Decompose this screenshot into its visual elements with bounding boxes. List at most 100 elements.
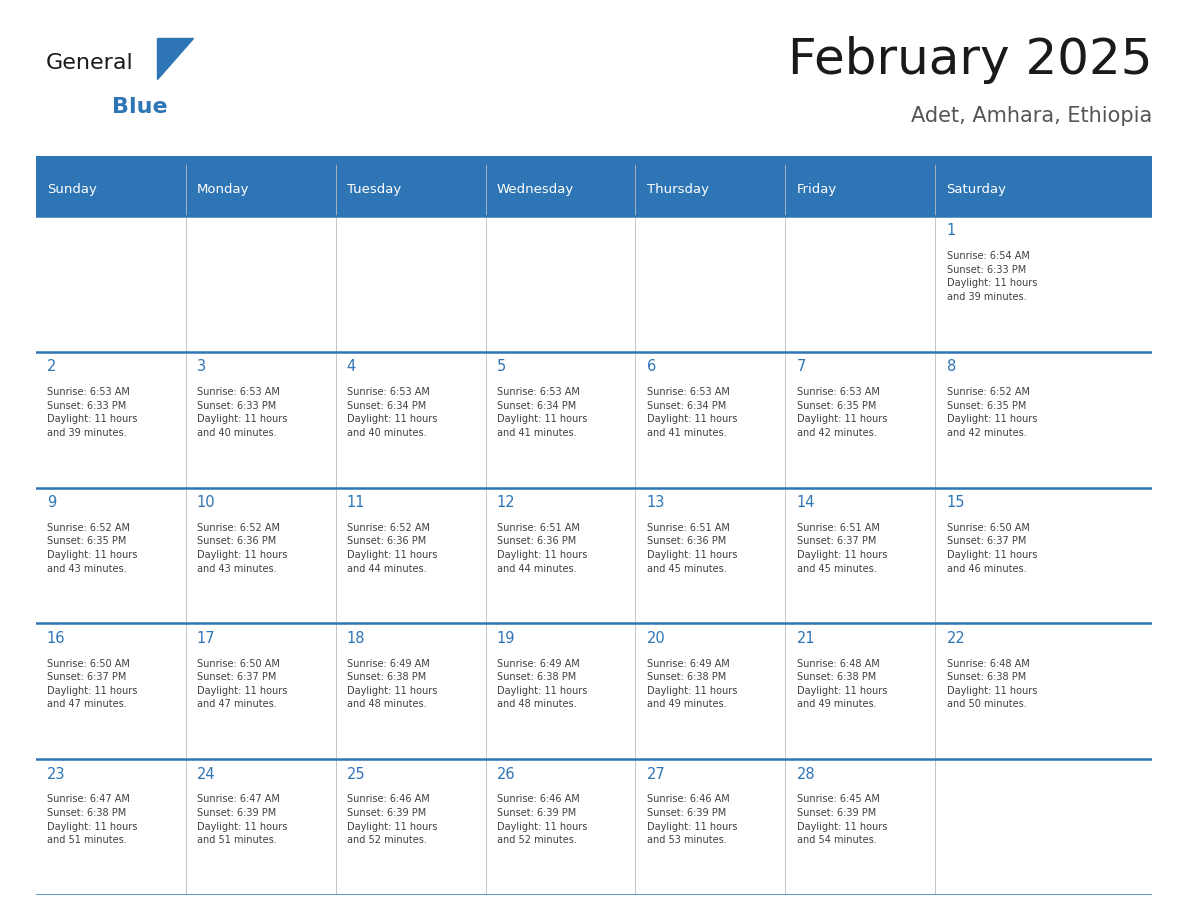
Text: Monday: Monday <box>197 184 249 196</box>
Text: 12: 12 <box>497 495 516 510</box>
Text: Sunrise: 6:49 AM
Sunset: 6:38 PM
Daylight: 11 hours
and 48 minutes.: Sunrise: 6:49 AM Sunset: 6:38 PM Dayligh… <box>347 658 437 710</box>
Text: 24: 24 <box>197 767 215 781</box>
Text: 7: 7 <box>797 359 805 375</box>
Bar <box>36 352 185 487</box>
Text: 9: 9 <box>46 495 56 510</box>
Text: Sunrise: 6:47 AM
Sunset: 6:38 PM
Daylight: 11 hours
and 51 minutes.: Sunrise: 6:47 AM Sunset: 6:38 PM Dayligh… <box>46 794 137 845</box>
Text: Sunrise: 6:46 AM
Sunset: 6:39 PM
Daylight: 11 hours
and 53 minutes.: Sunrise: 6:46 AM Sunset: 6:39 PM Dayligh… <box>646 794 737 845</box>
Text: 8: 8 <box>947 359 956 375</box>
Text: Sunrise: 6:52 AM
Sunset: 6:36 PM
Daylight: 11 hours
and 43 minutes.: Sunrise: 6:52 AM Sunset: 6:36 PM Dayligh… <box>197 522 287 574</box>
Bar <box>36 216 185 352</box>
Bar <box>335 623 486 759</box>
Bar <box>36 163 1152 216</box>
Bar <box>36 487 185 623</box>
Text: Sunrise: 6:54 AM
Sunset: 6:33 PM
Daylight: 11 hours
and 39 minutes.: Sunrise: 6:54 AM Sunset: 6:33 PM Dayligh… <box>947 252 1037 302</box>
Text: 26: 26 <box>497 767 516 781</box>
Text: Sunrise: 6:47 AM
Sunset: 6:39 PM
Daylight: 11 hours
and 51 minutes.: Sunrise: 6:47 AM Sunset: 6:39 PM Dayligh… <box>197 794 287 845</box>
Text: Sunrise: 6:51 AM
Sunset: 6:36 PM
Daylight: 11 hours
and 45 minutes.: Sunrise: 6:51 AM Sunset: 6:36 PM Dayligh… <box>646 522 737 574</box>
Text: Sunrise: 6:53 AM
Sunset: 6:34 PM
Daylight: 11 hours
and 41 minutes.: Sunrise: 6:53 AM Sunset: 6:34 PM Dayligh… <box>646 387 737 438</box>
Text: 3: 3 <box>197 359 206 375</box>
Bar <box>785 623 935 759</box>
Text: General: General <box>45 52 133 73</box>
Bar <box>785 352 935 487</box>
Text: Sunrise: 6:51 AM
Sunset: 6:37 PM
Daylight: 11 hours
and 45 minutes.: Sunrise: 6:51 AM Sunset: 6:37 PM Dayligh… <box>797 522 887 574</box>
Text: 22: 22 <box>947 631 966 645</box>
Text: 21: 21 <box>797 631 815 645</box>
Text: 16: 16 <box>46 631 65 645</box>
Text: Sunrise: 6:51 AM
Sunset: 6:36 PM
Daylight: 11 hours
and 44 minutes.: Sunrise: 6:51 AM Sunset: 6:36 PM Dayligh… <box>497 522 587 574</box>
Text: Sunrise: 6:49 AM
Sunset: 6:38 PM
Daylight: 11 hours
and 48 minutes.: Sunrise: 6:49 AM Sunset: 6:38 PM Dayligh… <box>497 658 587 710</box>
Bar <box>185 352 335 487</box>
Text: Sunrise: 6:53 AM
Sunset: 6:33 PM
Daylight: 11 hours
and 40 minutes.: Sunrise: 6:53 AM Sunset: 6:33 PM Dayligh… <box>197 387 287 438</box>
Bar <box>486 216 636 352</box>
Text: Sunrise: 6:48 AM
Sunset: 6:38 PM
Daylight: 11 hours
and 50 minutes.: Sunrise: 6:48 AM Sunset: 6:38 PM Dayligh… <box>947 658 1037 710</box>
Text: Sunrise: 6:46 AM
Sunset: 6:39 PM
Daylight: 11 hours
and 52 minutes.: Sunrise: 6:46 AM Sunset: 6:39 PM Dayligh… <box>347 794 437 845</box>
Text: 10: 10 <box>197 495 215 510</box>
Text: Saturday: Saturday <box>947 184 1006 196</box>
Bar <box>785 487 935 623</box>
Text: Adet, Amhara, Ethiopia: Adet, Amhara, Ethiopia <box>911 106 1152 126</box>
Text: 28: 28 <box>797 767 815 781</box>
Bar <box>36 623 185 759</box>
Text: Sunrise: 6:53 AM
Sunset: 6:35 PM
Daylight: 11 hours
and 42 minutes.: Sunrise: 6:53 AM Sunset: 6:35 PM Dayligh… <box>797 387 887 438</box>
Text: Sunrise: 6:50 AM
Sunset: 6:37 PM
Daylight: 11 hours
and 47 minutes.: Sunrise: 6:50 AM Sunset: 6:37 PM Dayligh… <box>46 658 137 710</box>
Bar <box>636 487 785 623</box>
Text: 25: 25 <box>347 767 366 781</box>
Bar <box>335 759 486 895</box>
Bar <box>935 352 1086 487</box>
Bar <box>636 759 785 895</box>
Text: Sunrise: 6:52 AM
Sunset: 6:35 PM
Daylight: 11 hours
and 43 minutes.: Sunrise: 6:52 AM Sunset: 6:35 PM Dayligh… <box>46 522 137 574</box>
Text: 18: 18 <box>347 631 365 645</box>
Bar <box>785 759 935 895</box>
Bar <box>486 759 636 895</box>
Text: Sunrise: 6:50 AM
Sunset: 6:37 PM
Daylight: 11 hours
and 46 minutes.: Sunrise: 6:50 AM Sunset: 6:37 PM Dayligh… <box>947 522 1037 574</box>
Bar <box>185 623 335 759</box>
Bar <box>486 487 636 623</box>
Text: Sunrise: 6:53 AM
Sunset: 6:34 PM
Daylight: 11 hours
and 41 minutes.: Sunrise: 6:53 AM Sunset: 6:34 PM Dayligh… <box>497 387 587 438</box>
Text: 23: 23 <box>46 767 65 781</box>
Text: Sunrise: 6:53 AM
Sunset: 6:33 PM
Daylight: 11 hours
and 39 minutes.: Sunrise: 6:53 AM Sunset: 6:33 PM Dayligh… <box>46 387 137 438</box>
Text: Sunrise: 6:52 AM
Sunset: 6:35 PM
Daylight: 11 hours
and 42 minutes.: Sunrise: 6:52 AM Sunset: 6:35 PM Dayligh… <box>947 387 1037 438</box>
Text: 19: 19 <box>497 631 516 645</box>
Bar <box>486 352 636 487</box>
Bar <box>636 623 785 759</box>
Bar <box>185 216 335 352</box>
Text: 15: 15 <box>947 495 965 510</box>
Text: 13: 13 <box>646 495 665 510</box>
Text: 2: 2 <box>46 359 56 375</box>
Text: 4: 4 <box>347 359 356 375</box>
Bar <box>636 352 785 487</box>
Bar <box>785 216 935 352</box>
Bar <box>935 623 1086 759</box>
Text: Sunday: Sunday <box>46 184 96 196</box>
Text: 17: 17 <box>197 631 215 645</box>
Text: 1: 1 <box>947 223 956 239</box>
Bar <box>935 216 1086 352</box>
Text: Wednesday: Wednesday <box>497 184 574 196</box>
Bar <box>636 216 785 352</box>
Bar <box>36 759 185 895</box>
Bar <box>935 487 1086 623</box>
Text: Sunrise: 6:45 AM
Sunset: 6:39 PM
Daylight: 11 hours
and 54 minutes.: Sunrise: 6:45 AM Sunset: 6:39 PM Dayligh… <box>797 794 887 845</box>
Text: Sunrise: 6:50 AM
Sunset: 6:37 PM
Daylight: 11 hours
and 47 minutes.: Sunrise: 6:50 AM Sunset: 6:37 PM Dayligh… <box>197 658 287 710</box>
Bar <box>185 487 335 623</box>
Text: Sunrise: 6:48 AM
Sunset: 6:38 PM
Daylight: 11 hours
and 49 minutes.: Sunrise: 6:48 AM Sunset: 6:38 PM Dayligh… <box>797 658 887 710</box>
Text: 27: 27 <box>646 767 665 781</box>
Text: Sunrise: 6:46 AM
Sunset: 6:39 PM
Daylight: 11 hours
and 52 minutes.: Sunrise: 6:46 AM Sunset: 6:39 PM Dayligh… <box>497 794 587 845</box>
Text: Thursday: Thursday <box>646 184 709 196</box>
Text: 11: 11 <box>347 495 365 510</box>
Bar <box>935 759 1086 895</box>
Text: 5: 5 <box>497 359 506 375</box>
Text: 20: 20 <box>646 631 665 645</box>
Bar <box>335 216 486 352</box>
Text: Sunrise: 6:52 AM
Sunset: 6:36 PM
Daylight: 11 hours
and 44 minutes.: Sunrise: 6:52 AM Sunset: 6:36 PM Dayligh… <box>347 522 437 574</box>
Polygon shape <box>157 38 194 79</box>
Text: 14: 14 <box>797 495 815 510</box>
Text: Friday: Friday <box>797 184 836 196</box>
Text: Sunrise: 6:49 AM
Sunset: 6:38 PM
Daylight: 11 hours
and 49 minutes.: Sunrise: 6:49 AM Sunset: 6:38 PM Dayligh… <box>646 658 737 710</box>
Text: February 2025: February 2025 <box>788 36 1152 84</box>
Text: 6: 6 <box>646 359 656 375</box>
Bar <box>486 623 636 759</box>
Bar <box>185 759 335 895</box>
Text: Blue: Blue <box>113 97 168 118</box>
